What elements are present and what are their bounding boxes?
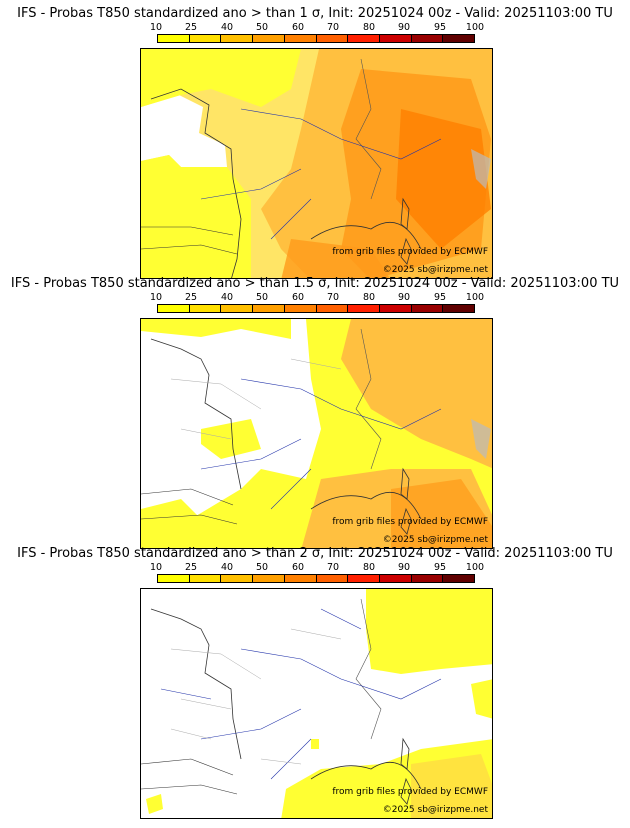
colorbar-swatch [158,575,190,582]
panel-1sigma: IFS - Probas T850 standardized ano > tha… [0,6,630,279]
colorbar-tick: 100 [465,22,485,33]
colorbar-ticks: 10 25 40 50 60 70 80 90 95 100 [150,292,484,303]
panel-title: IFS - Probas T850 standardized ano > tha… [10,276,620,291]
copyright-credit: ©2025 sb@irizpme.net [382,535,488,545]
colorbar-tick: 25 [184,562,198,573]
colorbar-swatch [379,575,412,582]
colorbar-tick: 50 [255,22,269,33]
panel-title: IFS - Probas T850 standardized ano > tha… [17,6,613,21]
colorbar-swatch [221,575,254,582]
colorbar-swatch [411,575,444,582]
copyright-credit: ©2025 sb@irizpme.net [382,805,488,815]
colorbar-swatch [189,575,222,582]
colorbar-swatch [316,305,349,312]
colorbar-ticks: 10 25 40 50 60 70 80 90 95 100 [150,562,484,573]
source-credit: from grib files provided by ECMWF [332,517,488,527]
colorbar-swatch [253,35,285,42]
colorbar-tick: 40 [220,292,234,303]
colorbar-swatch [348,575,380,582]
colorbar-swatch [158,305,190,312]
colorbar-swatch [284,575,317,582]
colorbar-swatch [189,35,222,42]
panel-title: IFS - Probas T850 standardized ano > tha… [17,546,613,561]
colorbar-tick: 80 [362,562,376,573]
panel-2sigma: IFS - Probas T850 standardized ano > tha… [0,546,630,819]
colorbar-swatch [316,35,349,42]
colorbar-tick: 90 [397,22,411,33]
colorbar-swatch [221,305,254,312]
colorbar-swatch [316,575,349,582]
colorbar-tick: 60 [291,292,305,303]
colorbar-tick: 10 [149,292,163,303]
colorbar-swatch [348,305,380,312]
colorbar-tick: 40 [220,22,234,33]
colorbar-swatch [411,35,444,42]
colorbar-tick: 100 [465,562,485,573]
colorbar-tick: 25 [184,292,198,303]
colorbar-tick: 70 [326,562,340,573]
colorbar-tick: 80 [362,22,376,33]
colorbar-tick: 10 [149,22,163,33]
colorbar-tick: 95 [433,562,447,573]
colorbar-swatch [443,575,475,582]
copyright-credit: ©2025 sb@irizpme.net [382,265,488,275]
colorbar-tick: 40 [220,562,234,573]
colorbar-tick: 100 [465,292,485,303]
colorbar [157,304,475,313]
colorbar-tick: 50 [255,292,269,303]
colorbar-swatch [253,305,285,312]
colorbar-swatch [348,35,380,42]
source-credit: from grib files provided by ECMWF [332,787,488,797]
colorbar-swatch [221,35,254,42]
colorbar-tick: 90 [397,562,411,573]
colorbar-tick: 95 [433,292,447,303]
colorbar-tick: 25 [184,22,198,33]
colorbar [157,574,475,583]
probability-map: from grib files provided by ECMWF ©2025 … [140,318,493,549]
probability-map: from grib files provided by ECMWF ©2025 … [140,48,493,279]
colorbar-tick: 60 [291,22,305,33]
colorbar-swatch [158,35,190,42]
colorbar-tick: 50 [255,562,269,573]
map-graphic [141,589,492,818]
colorbar-swatch [443,35,475,42]
colorbar-ticks: 10 25 40 50 60 70 80 90 95 100 [150,22,484,33]
colorbar-tick: 90 [397,292,411,303]
probability-map: from grib files provided by ECMWF ©2025 … [140,588,493,819]
colorbar-tick: 60 [291,562,305,573]
colorbar-tick: 70 [326,292,340,303]
colorbar-swatch [189,305,222,312]
map-graphic [141,319,492,548]
source-credit: from grib files provided by ECMWF [332,247,488,257]
colorbar-swatch [379,35,412,42]
colorbar-swatch [284,305,317,312]
colorbar-tick: 95 [433,22,447,33]
colorbar-swatch [411,305,444,312]
colorbar-tick: 80 [362,292,376,303]
colorbar-swatch [253,575,285,582]
colorbar [157,34,475,43]
colorbar-tick: 10 [149,562,163,573]
colorbar-tick: 70 [326,22,340,33]
colorbar-swatch [379,305,412,312]
panel-1-5sigma: IFS - Probas T850 standardized ano > tha… [0,276,630,549]
colorbar-swatch [284,35,317,42]
map-graphic [141,49,492,278]
colorbar-swatch [443,305,475,312]
